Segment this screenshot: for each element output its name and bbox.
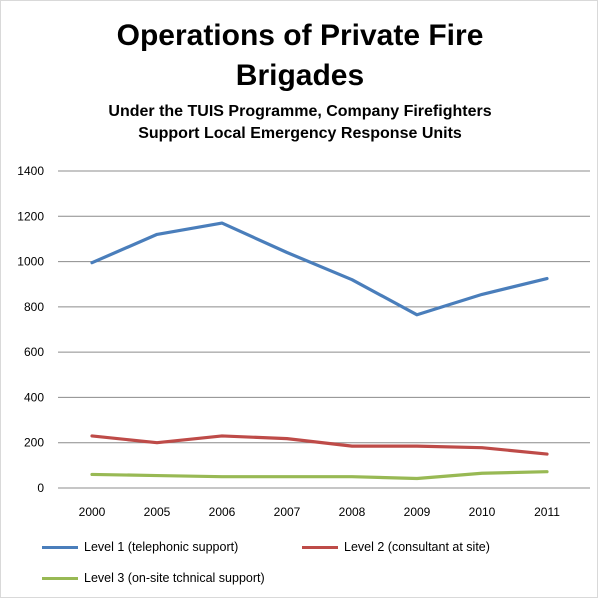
legend-swatch-level-3 — [42, 576, 78, 580]
y-tick-label-1000: 1000 — [17, 255, 44, 269]
y-tick-label-1200: 1200 — [17, 209, 44, 223]
gridlines — [58, 170, 590, 489]
chart-subtitle-line-1: Under the TUIS Programme, Company Firefi… — [108, 103, 492, 120]
legend-swatch-level-1 — [42, 545, 78, 549]
y-tick-label-400: 400 — [24, 390, 44, 404]
y-axis-ticks: 0 200 400 600 800 1000 1200 1400 — [17, 164, 44, 495]
legend-label-level-1: Level 1 (telephonic support) — [84, 540, 239, 554]
y-tick-label-800: 800 — [24, 300, 44, 314]
y-tick-label-600: 600 — [24, 345, 44, 359]
x-tick-label-2010: 2010 — [469, 505, 496, 519]
x-tick-label-2006: 2006 — [209, 505, 236, 519]
x-tick-label-2009: 2009 — [404, 505, 431, 519]
x-tick-label-2008: 2008 — [339, 505, 366, 519]
x-tick-label-2000: 2000 — [79, 505, 106, 519]
legend-item-level-3: Level 3 (on-site tchnical support) — [42, 571, 265, 585]
series-line-level-2 — [90, 434, 549, 456]
chart-title-line-1: Operations of Private Fire — [116, 19, 484, 52]
series-line-level-1 — [90, 221, 549, 317]
legend-label-level-3: Level 3 (on-site tchnical support) — [84, 571, 265, 585]
legend-swatch-level-2 — [302, 545, 338, 549]
x-axis-ticks: 2000 2005 2006 2007 2008 2009 2010 2011 — [79, 505, 561, 519]
y-tick-label-200: 200 — [24, 436, 44, 450]
series-lines — [90, 221, 549, 481]
y-tick-label-1400: 1400 — [17, 164, 44, 178]
chart-subtitle: Under the TUIS Programme, Company Firefi… — [0, 101, 600, 145]
x-tick-label-2005: 2005 — [144, 505, 171, 519]
chart-title: Operations of Private Fire Brigades — [0, 16, 600, 96]
x-tick-label-2011: 2011 — [534, 505, 560, 519]
x-tick-label-2007: 2007 — [274, 505, 301, 519]
chart-subtitle-line-2: Support Local Emergency Response Units — [138, 125, 462, 142]
chart-title-line-2: Brigades — [235, 59, 365, 92]
series-line-level-3 — [90, 470, 549, 481]
legend-label-level-2: Level 2 (consultant at site) — [344, 540, 490, 554]
legend-item-level-1: Level 1 (telephonic support) — [42, 540, 238, 554]
y-tick-label-0: 0 — [37, 481, 44, 495]
legend-item-level-2: Level 2 (consultant at site) — [302, 540, 490, 554]
